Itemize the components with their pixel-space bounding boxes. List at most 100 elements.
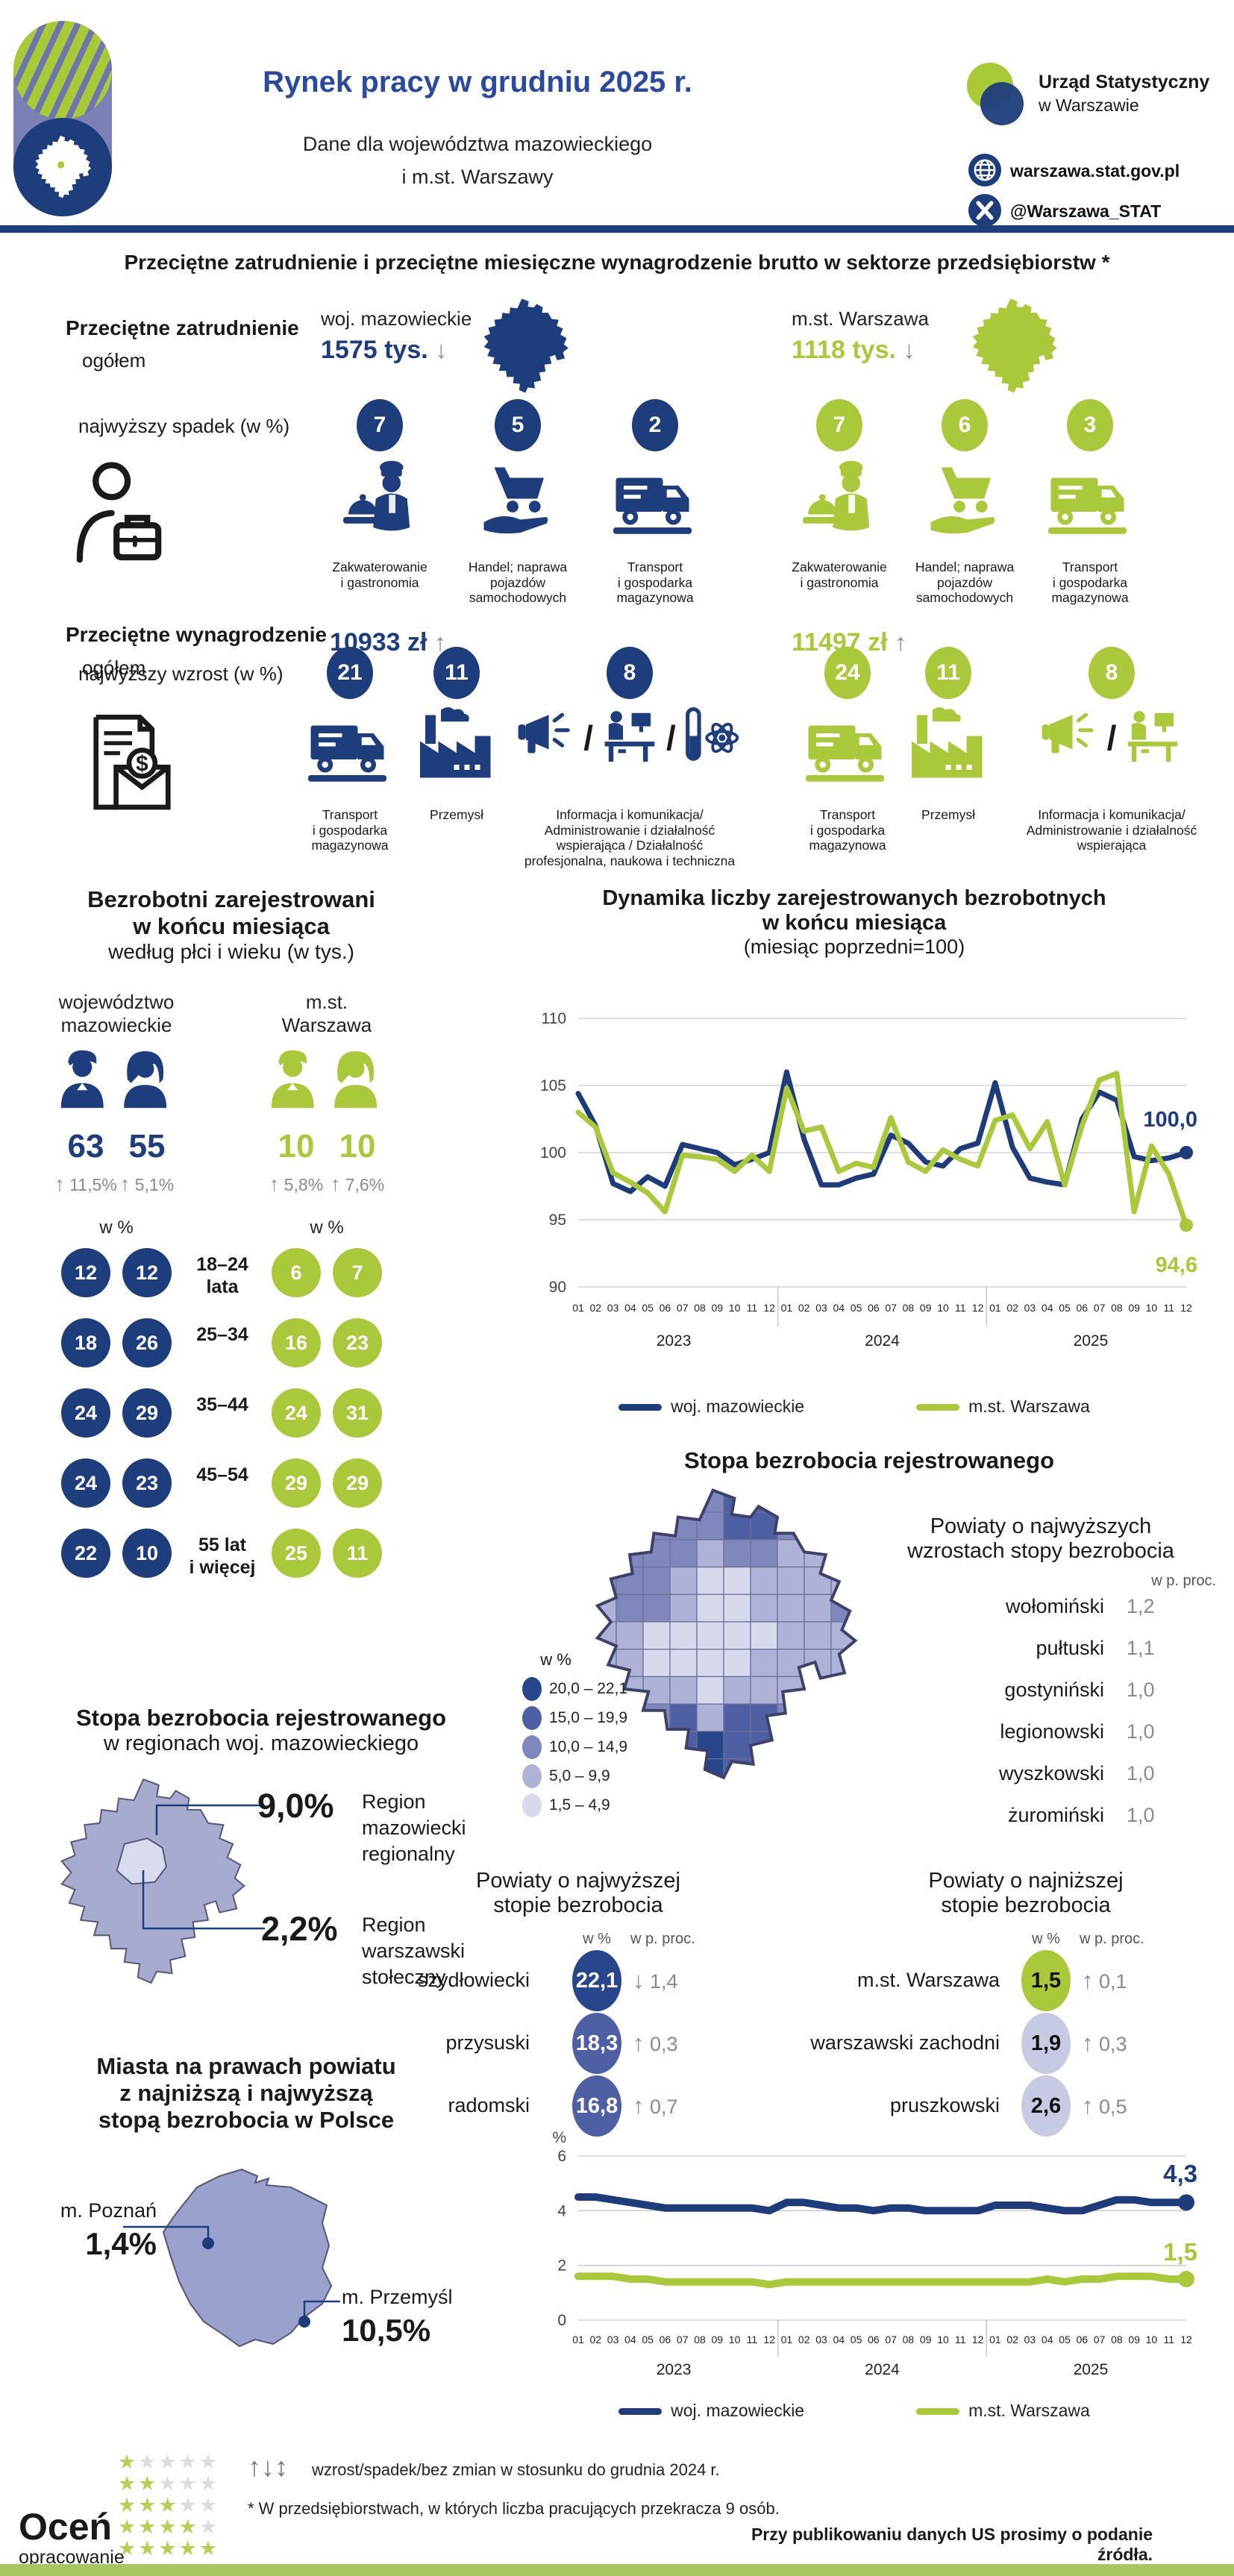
star-icon[interactable]: ★ [138, 2516, 159, 2538]
star-icon[interactable]: ★ [178, 2494, 199, 2516]
sector-value-badge: 8 [1089, 647, 1135, 699]
star-rating-row-5[interactable]: ★★★★★ [118, 2538, 219, 2560]
star-icon[interactable]: ★ [138, 2451, 159, 2473]
gender-group-name: m.st. Warszawa [281, 991, 372, 1036]
svg-text:10: 10 [937, 2334, 949, 2345]
increase-row-name: żuromiński [1007, 1804, 1104, 1826]
lowest-col2: w p. proc. [1080, 1931, 1144, 1947]
legend-item: woj. mazowieckie [618, 1397, 804, 1417]
star-icon[interactable]: ★ [198, 2516, 220, 2538]
svg-text:4,3: 4,3 [1163, 2160, 1197, 2187]
website-link[interactable]: warszawa.stat.gov.pl [1010, 161, 1180, 181]
star-icon[interactable]: ★ [178, 2472, 199, 2495]
cities-title: Miasta na prawach powiatu z najniższą i … [96, 2053, 396, 2133]
sector-icon-group [806, 707, 889, 791]
sector-label: Handel; naprawa pojazdów samochodowych [468, 560, 568, 606]
gender-count: 10 [278, 1128, 315, 1165]
star-icon[interactable]: ★ [158, 2537, 179, 2560]
star-icon[interactable]: ★ [118, 2451, 139, 2473]
star-icon[interactable]: ★ [198, 2494, 220, 2516]
sector-icon-group: / / [507, 707, 753, 768]
svg-text:95: 95 [549, 1212, 566, 1229]
svg-text:11: 11 [955, 1302, 966, 1314]
svg-text:05: 05 [1059, 2334, 1071, 2345]
x-social-icon [968, 194, 1001, 227]
svg-text:12: 12 [972, 1302, 984, 1314]
star-rating-row-4[interactable]: ★★★★★ [118, 2516, 219, 2538]
star-icon[interactable]: ★ [118, 2494, 139, 2516]
star-rating-row-2[interactable]: ★★★★★ [118, 2473, 219, 2495]
gender-change: ↑ 5,1% [119, 1173, 175, 1195]
star-rating-row-3[interactable]: ★★★★★ [118, 2495, 219, 2516]
age-share-badge: 29 [333, 1458, 382, 1508]
svg-text:2024: 2024 [865, 1332, 900, 1350]
svg-text:06: 06 [1076, 2334, 1088, 2345]
svg-text:2: 2 [557, 2257, 566, 2275]
star-rating-row-1[interactable]: ★★★★★ [118, 2451, 219, 2473]
transport-icon [613, 460, 697, 543]
star-icon[interactable]: ★ [158, 2494, 179, 2516]
svg-text:08: 08 [1111, 2334, 1123, 2345]
gender-count: 10 [339, 1128, 376, 1165]
gender-count: 55 [128, 1128, 166, 1165]
lowest-col1: w % [1032, 1931, 1060, 1947]
trade-icon [923, 460, 1006, 543]
age-share-badge: 26 [122, 1318, 172, 1367]
star-icon[interactable]: ★ [178, 2537, 199, 2560]
star-icon[interactable]: ★ [138, 2494, 159, 2516]
star-icon[interactable]: ★ [198, 2451, 220, 2473]
svg-text:06: 06 [660, 1302, 671, 1314]
age-share-badge: 23 [333, 1318, 382, 1367]
sector-icon-group [613, 460, 697, 543]
star-icon[interactable]: ★ [198, 2537, 220, 2560]
dynamics-chart-title: Dynamika liczby zarejestrowanych bezrobo… [602, 886, 1106, 958]
star-icon[interactable]: ★ [158, 2516, 179, 2538]
growth-label: najwyższy wzrost (w %) [78, 662, 284, 685]
svg-text:01: 01 [781, 1302, 793, 1314]
section-employment-title: Przeciętne zatrudnienie i przeciętne mie… [124, 251, 1110, 274]
employment-label-2: ogółem [82, 349, 146, 372]
industry-icon [906, 707, 990, 791]
star-icon[interactable]: ★ [138, 2472, 159, 2495]
svg-text:05: 05 [642, 1302, 654, 1314]
star-icon[interactable]: ★ [198, 2472, 220, 2495]
svg-text:0: 0 [557, 2312, 566, 2329]
age-range-label: 25–34 [196, 1324, 248, 1345]
age-share-badge: 25 [272, 1529, 321, 1578]
star-icon[interactable]: ★ [138, 2537, 159, 2560]
svg-text:09: 09 [1128, 2334, 1140, 2345]
star-icon[interactable]: ★ [158, 2472, 179, 2495]
sector-icon-group [338, 460, 422, 543]
age-share-badge: 10 [122, 1529, 172, 1578]
svg-text:10: 10 [1146, 2334, 1158, 2345]
star-icon[interactable]: ★ [118, 2516, 139, 2538]
regions-map [45, 1772, 366, 2018]
svg-text:11: 11 [747, 2334, 758, 2345]
sector-icon-group [308, 707, 392, 791]
svg-text:03: 03 [1024, 1302, 1036, 1314]
star-icon[interactable]: ★ [118, 2472, 139, 2495]
svg-text:07: 07 [885, 2334, 897, 2345]
svg-text:09: 09 [711, 2334, 723, 2345]
industry-icon [415, 707, 498, 791]
regions-title: Stopa bezrobocia rejestrowanego w region… [75, 1705, 447, 1755]
footnote: * W przedsiębiorstwach, w których liczba… [248, 2499, 780, 2518]
svg-text:07: 07 [677, 2334, 689, 2345]
star-rating-widget[interactable]: ★★★★★ ★★★★★ ★★★★★ ★★★★★ ★★★★★ [118, 2451, 219, 2560]
social-handle[interactable]: @Warszawa_STAT [1010, 201, 1162, 221]
percent-header: w % [99, 1218, 134, 1238]
star-icon[interactable]: ★ [118, 2537, 139, 2560]
sector-value-badge: 11 [433, 647, 480, 699]
wage-label: Przeciętne wynagrodzenie [66, 623, 328, 646]
woman-icon [119, 1046, 175, 1113]
star-icon[interactable]: ★ [178, 2451, 199, 2473]
increase-panel-title: Powiaty o najwyższych wzrostach stopy be… [907, 1514, 1174, 1563]
sector-value-badge: 7 [816, 399, 862, 451]
increase-row-value: 1,0 [1127, 1720, 1155, 1743]
star-icon[interactable]: ★ [158, 2451, 179, 2473]
down-arrow-icon: ↓ [903, 336, 915, 363]
star-icon[interactable]: ★ [178, 2516, 199, 2538]
map-legend-row: 1,5 – 4,9 [522, 1793, 610, 1817]
mazowieckie-mini-map-medallion [13, 118, 112, 216]
